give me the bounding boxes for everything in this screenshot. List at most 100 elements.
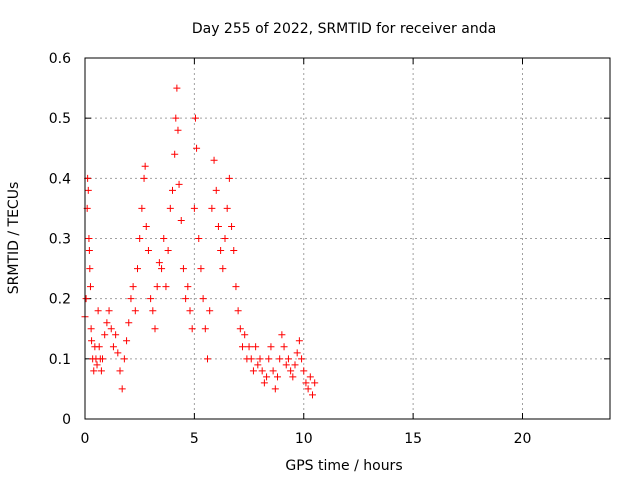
data-point bbox=[82, 295, 90, 303]
data-point bbox=[95, 343, 103, 351]
data-point bbox=[289, 373, 297, 381]
data-point bbox=[162, 283, 170, 291]
data-point bbox=[210, 156, 218, 164]
y-axis-label: SRMTID / TECUs bbox=[6, 182, 22, 295]
data-point bbox=[304, 385, 312, 393]
data-point bbox=[160, 235, 168, 242]
data-point bbox=[249, 367, 257, 375]
data-point bbox=[85, 247, 93, 255]
data-point bbox=[179, 265, 187, 273]
data-point bbox=[164, 247, 172, 255]
data-point bbox=[245, 343, 253, 351]
data-point bbox=[174, 126, 182, 134]
x-tick-label: 0 bbox=[81, 431, 90, 447]
data-point bbox=[252, 343, 260, 351]
data-point bbox=[234, 307, 242, 315]
data-point bbox=[177, 216, 185, 224]
data-point bbox=[193, 144, 201, 152]
data-point bbox=[101, 331, 109, 339]
data-point bbox=[142, 222, 150, 230]
data-point bbox=[206, 307, 214, 315]
data-point bbox=[309, 391, 316, 399]
data-point bbox=[118, 385, 126, 393]
y-tick-label: 0.3 bbox=[49, 232, 71, 248]
data-point bbox=[182, 295, 190, 303]
data-point bbox=[263, 373, 271, 381]
data-point bbox=[212, 186, 220, 194]
data-point bbox=[287, 367, 295, 375]
data-point bbox=[197, 265, 205, 273]
data-point bbox=[190, 204, 198, 212]
data-point bbox=[93, 361, 101, 369]
data-point bbox=[88, 337, 96, 345]
data-point bbox=[291, 361, 299, 369]
data-point bbox=[155, 259, 163, 267]
y-tick-label: 0.1 bbox=[49, 352, 71, 368]
data-point bbox=[109, 343, 117, 351]
ticks-layer: 0 5 10 15 20 0 0.1 0.2 0.3 0.4 0.5 0.6 bbox=[49, 51, 610, 447]
data-point bbox=[105, 307, 113, 315]
plot-frame bbox=[84, 57, 611, 420]
data-point bbox=[241, 331, 249, 339]
data-point bbox=[184, 283, 192, 291]
data-point bbox=[171, 150, 179, 158]
data-point bbox=[131, 307, 139, 315]
data-point bbox=[90, 367, 98, 375]
data-point bbox=[112, 331, 120, 339]
data-point bbox=[134, 265, 141, 273]
data-point bbox=[123, 337, 131, 345]
data-point bbox=[99, 355, 106, 363]
data-point bbox=[300, 367, 308, 375]
data-point bbox=[116, 367, 124, 375]
data-point bbox=[120, 355, 128, 363]
data-point bbox=[214, 222, 222, 230]
data-point bbox=[186, 307, 194, 315]
data-point bbox=[129, 283, 137, 291]
data-point bbox=[217, 247, 225, 255]
data-point bbox=[208, 204, 216, 212]
data-point bbox=[149, 307, 157, 315]
data-point bbox=[282, 361, 290, 369]
data-points bbox=[81, 84, 319, 399]
data-point bbox=[269, 367, 277, 375]
data-point bbox=[311, 379, 319, 387]
data-point bbox=[140, 174, 148, 182]
y-tick-label: 0.4 bbox=[49, 171, 71, 187]
data-point bbox=[136, 235, 144, 242]
data-point bbox=[278, 331, 286, 339]
data-point bbox=[169, 186, 176, 194]
data-point bbox=[175, 180, 183, 188]
x-tick-label: 5 bbox=[190, 431, 199, 447]
data-point bbox=[230, 247, 238, 255]
data-point bbox=[256, 355, 264, 363]
data-point bbox=[103, 319, 111, 327]
chart-title: Day 255 of 2022, SRMTID for receiver and… bbox=[192, 21, 496, 37]
data-point bbox=[94, 307, 102, 315]
data-point bbox=[195, 235, 203, 242]
data-point bbox=[199, 295, 207, 303]
data-point bbox=[97, 367, 105, 375]
data-point bbox=[191, 114, 199, 122]
data-point bbox=[204, 355, 211, 363]
data-point bbox=[127, 295, 135, 303]
data-point bbox=[141, 162, 149, 170]
data-point bbox=[302, 379, 310, 387]
data-point bbox=[280, 343, 288, 351]
data-point bbox=[138, 204, 146, 212]
data-point bbox=[147, 295, 155, 303]
data-point bbox=[188, 325, 196, 333]
data-point bbox=[151, 325, 159, 333]
data-point bbox=[298, 355, 306, 363]
data-point bbox=[258, 367, 266, 375]
data-point bbox=[158, 265, 166, 273]
data-point bbox=[247, 355, 255, 363]
data-point bbox=[260, 379, 268, 387]
data-point bbox=[153, 283, 161, 291]
data-point bbox=[232, 283, 240, 291]
x-tick-label: 15 bbox=[404, 431, 422, 447]
x-axis-label: GPS time / hours bbox=[285, 458, 402, 474]
data-point bbox=[172, 114, 180, 122]
data-point bbox=[236, 325, 244, 333]
data-point bbox=[114, 349, 122, 357]
data-point bbox=[254, 361, 262, 369]
